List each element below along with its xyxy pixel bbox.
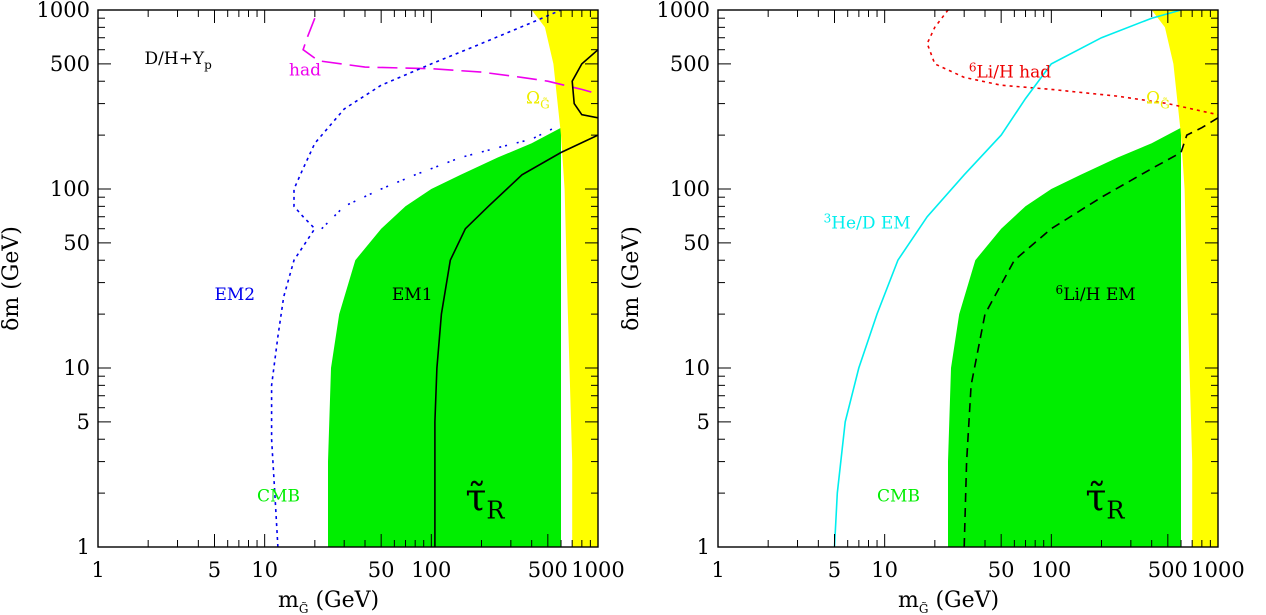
y-tick-label: 10 <box>63 356 90 380</box>
annotation-cmb: CMB <box>877 486 920 506</box>
x-tick-label: 1000 <box>1191 558 1244 582</box>
stau-label: τ̃R <box>465 475 505 524</box>
y-tick-label: 5 <box>697 410 710 434</box>
series-had <box>302 17 598 95</box>
plot-area <box>270 10 598 547</box>
x-tick-label: 10 <box>871 558 898 582</box>
y-tick-label: 1000 <box>37 0 90 22</box>
y-tick-label: 50 <box>683 231 710 255</box>
y-tick-label: 500 <box>50 52 90 76</box>
x-axis-title: mG̃ (GeV) <box>898 588 999 615</box>
x-tick-label: 5 <box>828 558 841 582</box>
series-em1 <box>434 134 598 547</box>
annotation-he-d-em: 3He/D EM <box>824 212 911 234</box>
annotation-li-h-em: 6Li/H EM <box>1056 283 1136 305</box>
x-tick-label: 50 <box>368 558 395 582</box>
axis-ticks <box>97 10 598 548</box>
x-tick-label: 100 <box>411 558 451 582</box>
series-em2 <box>270 10 562 547</box>
annotation-: ΩG̃ <box>526 89 550 112</box>
annotation-li-h-had: 6Li/H had <box>969 60 1051 82</box>
annotation-d-h-y: D/H+Yp <box>144 49 212 72</box>
axis-ticks <box>717 10 1218 548</box>
x-tick-label: 100 <box>1031 558 1071 582</box>
stau-label: τ̃R <box>1085 475 1125 524</box>
y-tick-label: 100 <box>670 177 710 201</box>
x-tick-label: 1000 <box>571 558 624 582</box>
y-tick-label: 1000 <box>657 0 710 22</box>
region-cmb <box>328 127 561 547</box>
y-tick-label: 5 <box>77 410 90 434</box>
annotation-cmb: CMB <box>257 486 300 506</box>
x-axis-title: mG̃ (GeV) <box>278 588 379 615</box>
x-tick-label: 5 <box>208 558 221 582</box>
x-tick-label: 1 <box>91 558 104 582</box>
y-tick-label: 1 <box>697 535 710 559</box>
x-tick-label: 500 <box>528 558 568 582</box>
annotation-em2: EM2 <box>214 285 255 305</box>
series-li-h-em <box>963 117 1218 547</box>
y-axis-title: δm (GeV) <box>619 226 644 331</box>
y-tick-label: 100 <box>50 177 90 201</box>
series-em2-upper <box>321 126 556 230</box>
region-- <box>1151 10 1218 547</box>
series-he-d-em <box>833 10 1182 547</box>
series-li-h-had <box>926 10 1218 116</box>
x-tick-label: 1 <box>711 558 724 582</box>
y-axis-title: δm (GeV) <box>0 226 24 331</box>
plot-frame <box>97 9 599 548</box>
y-tick-label: 50 <box>63 231 90 255</box>
region-- <box>531 10 598 547</box>
y-tick-label: 10 <box>683 356 710 380</box>
plot-area <box>833 10 1218 547</box>
plot-frame <box>717 9 1219 548</box>
x-tick-label: 500 <box>1148 558 1188 582</box>
annotation-had: had <box>289 61 321 81</box>
series-contour <box>571 49 598 119</box>
y-tick-label: 500 <box>670 52 710 76</box>
x-tick-label: 50 <box>988 558 1015 582</box>
x-tick-label: 10 <box>251 558 278 582</box>
region-cmb <box>948 127 1181 547</box>
annotation-: ΩG̃ <box>1146 89 1170 112</box>
y-tick-label: 1 <box>77 535 90 559</box>
annotation-em1: EM1 <box>392 285 433 305</box>
